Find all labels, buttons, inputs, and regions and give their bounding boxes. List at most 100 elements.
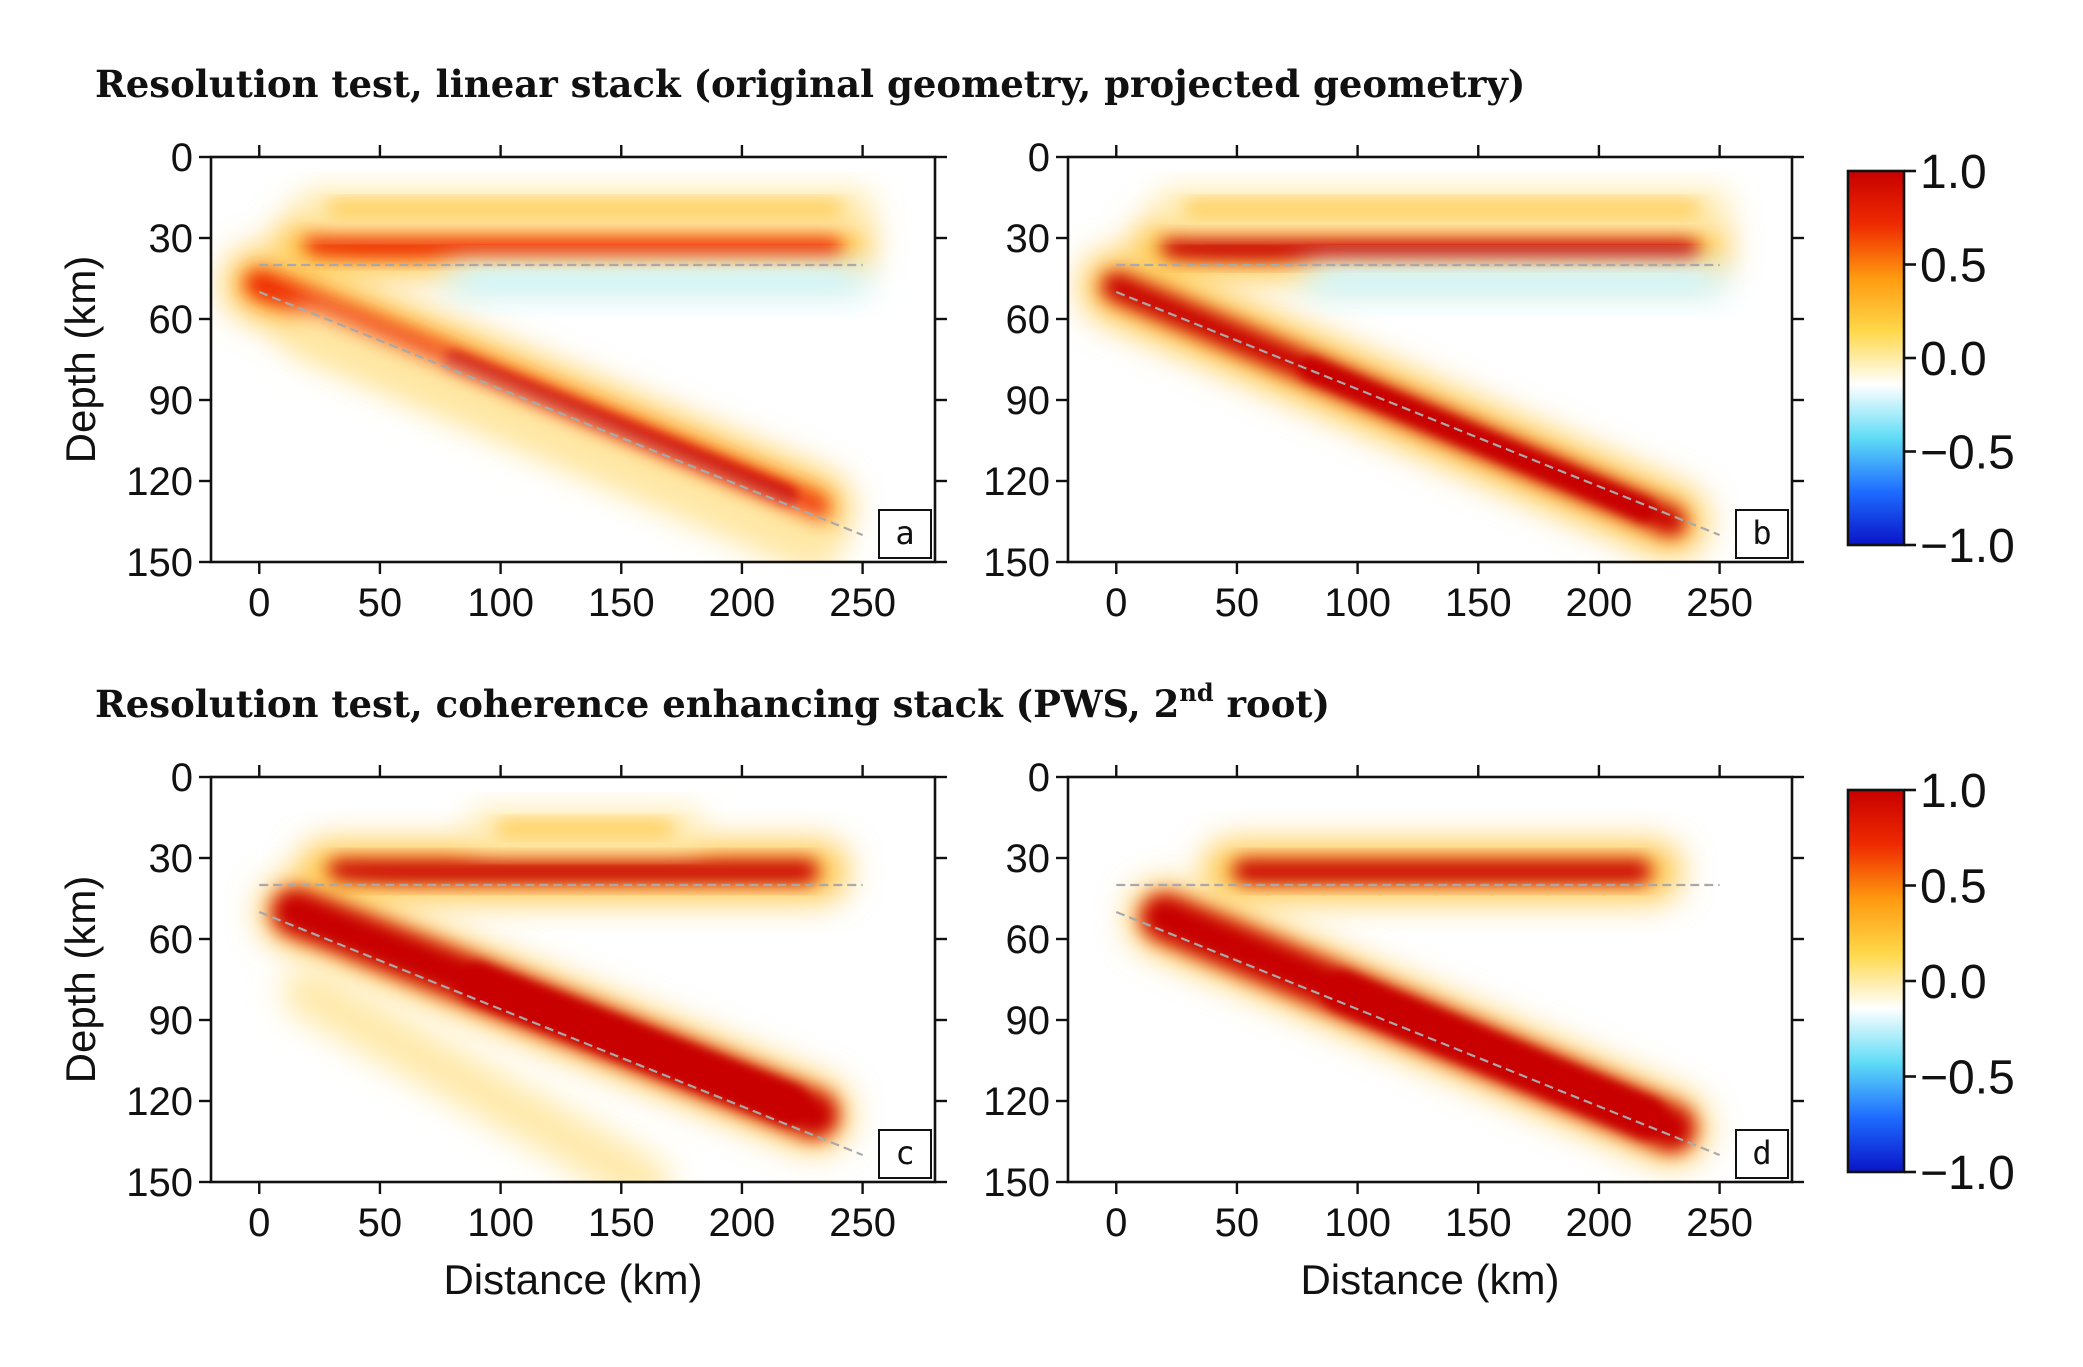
y-tick-label: 90 <box>1006 379 1051 423</box>
x-tick-label: 0 <box>1105 581 1127 625</box>
y-tick-label: 90 <box>149 999 194 1043</box>
colorbars: 1.0 0.5 0.0 −0.5 −1.0 1.0 0.5 0.0 −0.5 −1.0 <box>1846 146 2015 1200</box>
reference-line <box>258 290 864 537</box>
x-tick-label: 250 <box>829 581 896 625</box>
colorbar-tick-label: 0.5 <box>1920 861 1987 914</box>
panel-label-box <box>878 1129 932 1179</box>
plot-frame <box>209 775 937 1184</box>
x-tick-label: 200 <box>709 581 776 625</box>
y-tick-label: 120 <box>126 460 193 504</box>
band-core <box>327 201 843 216</box>
y-tick-label: 30 <box>149 217 194 261</box>
colorbar: 1.0 0.5 0.0 −0.5 −1.0 <box>1846 765 2015 1200</box>
y-axis-label: Depth (km) <box>57 256 104 464</box>
band-core <box>1160 236 1700 261</box>
panel-label: c <box>895 1134 914 1172</box>
dipping-peak <box>1321 971 1666 1138</box>
x-tick-label: 200 <box>1566 581 1633 625</box>
y-tick-label: 60 <box>149 298 194 342</box>
x-axis-label: Distance (km) <box>1300 1256 1559 1303</box>
x-axis-label: Distance (km) <box>443 1256 702 1303</box>
x-tick-label: 150 <box>588 1201 655 1245</box>
y-tick-label: 30 <box>149 837 194 881</box>
y-tick-label: 150 <box>126 541 193 585</box>
colorbar-tick-label: 1.0 <box>1920 146 1987 199</box>
panel-label: a <box>895 514 914 552</box>
y-tick-label: 150 <box>983 541 1050 585</box>
y-tick-label: 30 <box>1006 217 1051 261</box>
y-tick-label: 30 <box>1006 837 1051 881</box>
reference-line <box>1115 910 1721 1157</box>
band-core <box>1329 274 1700 289</box>
y-tick-label: 0 <box>1028 756 1050 800</box>
x-tick-label: 200 <box>709 1201 776 1245</box>
x-tick-label: 100 <box>1324 1201 1391 1245</box>
y-tick-label: 90 <box>149 379 194 423</box>
amplitude-field <box>224 190 873 562</box>
title-bottom-end: root) <box>1214 682 1330 726</box>
y-tick-label: 0 <box>1028 136 1050 180</box>
colorbar-tick-label: −0.5 <box>1920 1052 2015 1105</box>
y-tick-label: 60 <box>1006 918 1051 962</box>
dipping-halo <box>282 968 671 1182</box>
y-tick-label: 0 <box>171 756 193 800</box>
band-core <box>303 234 843 259</box>
panel-label-box <box>1735 1129 1789 1179</box>
panel-label-box <box>878 509 932 559</box>
x-tick-label: 0 <box>1105 1201 1127 1245</box>
x-tick-label: 0 <box>248 581 270 625</box>
title-bottom: Resolution test, coherence enhancing sta… <box>95 678 1330 726</box>
y-tick-label: 90 <box>1006 999 1051 1043</box>
x-tick-label: 100 <box>1324 581 1391 625</box>
x-tick-label: 250 <box>1686 581 1753 625</box>
colorbar-tick-label: −1.0 <box>1920 520 2015 573</box>
x-tick-label: 150 <box>588 581 655 625</box>
x-tick-label: 50 <box>358 581 403 625</box>
panel-label: b <box>1752 514 1771 552</box>
title-bottom-sup: nd <box>1179 678 1213 707</box>
colorbar-tick-label: 0.0 <box>1920 956 1987 1009</box>
title-top: Resolution test, linear stack (original … <box>95 62 1525 106</box>
panel-b: 0 50 100 150 200 250 0 30 60 90 120 150 b <box>983 136 1804 625</box>
colorbar-ramp <box>1846 169 1906 547</box>
band-core <box>327 859 819 884</box>
reference-line <box>258 910 864 1157</box>
dipping-peak <box>442 351 798 508</box>
panel-c: 0 50 100 150 200 250 0 30 60 90 120 150 Depth (km) Di… <box>57 756 947 1303</box>
band-core <box>1232 859 1652 884</box>
y-tick-label: 120 <box>983 460 1050 504</box>
y-tick-label: 60 <box>1006 298 1051 342</box>
y-tick-label: 150 <box>983 1161 1050 1205</box>
colorbar-tick-label: −1.0 <box>1920 1147 2015 1200</box>
x-tick-label: 50 <box>1215 1201 1260 1245</box>
panel-label-box <box>1735 509 1789 559</box>
x-tick-label: 0 <box>248 1201 270 1245</box>
amplitude-field <box>260 810 850 1182</box>
x-tick-label: 100 <box>467 1201 534 1245</box>
panel-a: 0 50 100 150 200 250 0 30 60 90 120 150 Depth (km) a <box>57 136 947 625</box>
x-tick-label: 250 <box>1686 1201 1753 1245</box>
colorbar-tick-label: 0.5 <box>1920 240 1987 293</box>
x-tick-label: 100 <box>467 581 534 625</box>
x-tick-label: 200 <box>1566 1201 1633 1245</box>
y-tick-label: 150 <box>126 1161 193 1205</box>
y-tick-label: 120 <box>126 1080 193 1124</box>
x-tick-label: 50 <box>358 1201 403 1245</box>
colorbar-ramp <box>1846 788 1906 1174</box>
colorbar-tick-label: 0.0 <box>1920 333 1987 386</box>
band-core <box>1184 201 1700 216</box>
y-tick-label: 120 <box>983 1080 1050 1124</box>
reference-line <box>1115 290 1721 537</box>
band-core <box>472 274 843 289</box>
title-bottom-main: Resolution test, coherence enhancing sta… <box>95 682 1179 726</box>
colorbar-tick-label: −0.5 <box>1920 427 2015 480</box>
plot-frame <box>209 155 937 564</box>
colorbar-tick-label: 1.0 <box>1920 765 1987 818</box>
plot-frame <box>1066 155 1794 564</box>
x-tick-label: 250 <box>829 1201 896 1245</box>
panel-d: 0 50 100 150 200 250 0 30 60 90 120 150 Distance (km… <box>983 756 1804 1303</box>
dipping-halo <box>282 307 840 562</box>
dipping-peak <box>457 962 809 1125</box>
x-tick-label: 50 <box>1215 581 1260 625</box>
